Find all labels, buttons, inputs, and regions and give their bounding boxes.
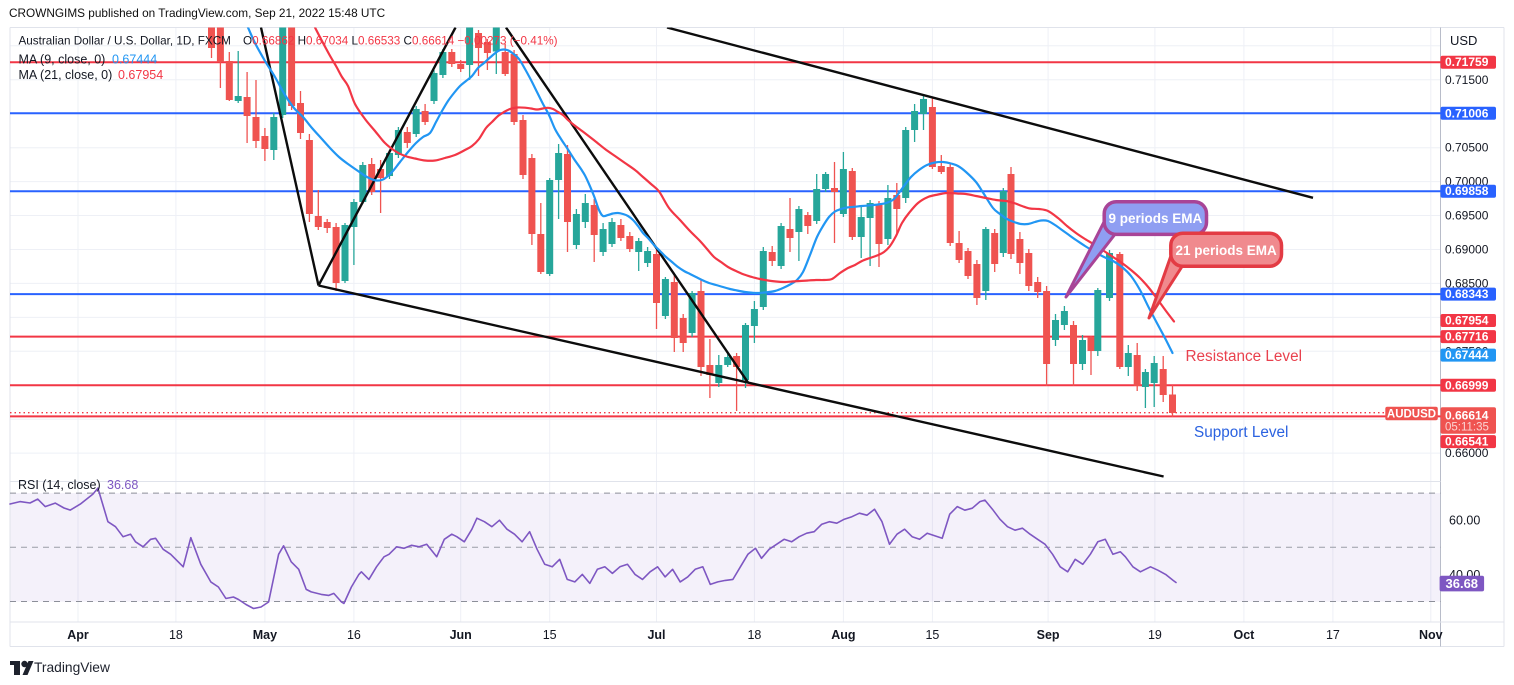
svg-text:Australian Dollar / U.S. Dolla: Australian Dollar / U.S. Dollar, 1D, FXC…: [19, 35, 231, 48]
svg-text:Apr: Apr: [67, 628, 89, 642]
svg-text:0.67954: 0.67954: [1445, 314, 1489, 328]
svg-text:0.66000: 0.66000: [1445, 446, 1489, 460]
svg-text:18: 18: [747, 628, 761, 642]
svg-text:MA (21, close, 0): MA (21, close, 0): [19, 68, 113, 82]
svg-text:0.66999: 0.66999: [1445, 378, 1489, 392]
svg-text:0.66614: 0.66614: [1445, 409, 1489, 423]
svg-text:USD: USD: [1450, 33, 1477, 48]
svg-text:17: 17: [1326, 628, 1340, 642]
svg-text:0.71006: 0.71006: [1445, 106, 1489, 120]
svg-text:Oct: Oct: [1233, 628, 1255, 642]
svg-text:60.00: 60.00: [1449, 514, 1480, 528]
svg-text:0.67444: 0.67444: [1445, 348, 1489, 362]
svg-text:O0.66862 H0.67034 L0.66533 C0.: O0.66862 H0.67034 L0.66533 C0.66614 −0.0…: [243, 35, 558, 48]
svg-text:Resistance Level: Resistance Level: [1186, 348, 1303, 365]
svg-text:15: 15: [925, 628, 939, 642]
svg-text:Aug: Aug: [831, 628, 855, 642]
svg-text:36.68: 36.68: [1446, 576, 1479, 591]
svg-text:CROWNGIMS published on Trading: CROWNGIMS published on TradingView.com, …: [9, 6, 386, 20]
svg-text:0.67716: 0.67716: [1445, 330, 1489, 344]
svg-text:Sep: Sep: [1037, 628, 1060, 642]
svg-text:AUDUSD: AUDUSD: [1387, 408, 1436, 420]
svg-text:0.69000: 0.69000: [1445, 243, 1489, 257]
svg-text:0.69500: 0.69500: [1445, 209, 1489, 223]
svg-text:0.71759: 0.71759: [1445, 55, 1489, 69]
svg-text:May: May: [253, 628, 277, 642]
svg-text:0.68500: 0.68500: [1445, 276, 1489, 290]
svg-text:0.70500: 0.70500: [1445, 141, 1489, 155]
svg-text:16: 16: [347, 628, 361, 642]
svg-text:36.68: 36.68: [107, 478, 138, 492]
svg-text:0.67954: 0.67954: [118, 68, 163, 82]
svg-text:0.67444: 0.67444: [112, 53, 157, 67]
svg-text:Nov: Nov: [1419, 628, 1443, 642]
svg-text:RSI (14, close): RSI (14, close): [18, 478, 101, 492]
svg-text:0.68343: 0.68343: [1445, 287, 1489, 301]
svg-text:Support Level: Support Level: [1194, 424, 1288, 441]
svg-text:19: 19: [1148, 628, 1162, 642]
svg-text:0.71500: 0.71500: [1445, 73, 1489, 87]
svg-text:TradingView: TradingView: [34, 660, 110, 675]
svg-text:9 periods EMA: 9 periods EMA: [1109, 211, 1203, 226]
svg-text:0.66541: 0.66541: [1445, 435, 1489, 449]
svg-text:05:11:35: 05:11:35: [1445, 422, 1489, 434]
svg-text:21 periods EMA: 21 periods EMA: [1175, 243, 1277, 258]
svg-text:15: 15: [543, 628, 557, 642]
svg-text:Jun: Jun: [450, 628, 472, 642]
svg-text:MA (9, close, 0): MA (9, close, 0): [19, 53, 106, 67]
svg-text:18: 18: [169, 628, 183, 642]
svg-text:0.69858: 0.69858: [1445, 184, 1489, 198]
svg-text:Jul: Jul: [647, 628, 665, 642]
